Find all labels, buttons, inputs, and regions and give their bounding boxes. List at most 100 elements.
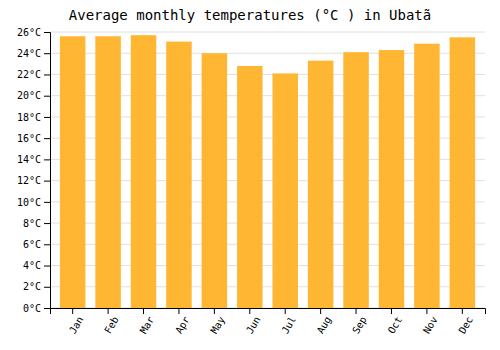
tick-label: May xyxy=(209,314,228,335)
tick: Jan xyxy=(67,308,86,336)
tick-label: Aug xyxy=(315,314,334,335)
tick-label: 18°C xyxy=(17,112,41,123)
tick-mark xyxy=(214,308,215,314)
tick-mark xyxy=(44,32,50,33)
tick-mark xyxy=(44,181,50,182)
tick-label: 16°C xyxy=(17,133,41,144)
tick-mark xyxy=(143,308,144,314)
tick: 14°C xyxy=(17,154,50,165)
tick-mark xyxy=(44,96,50,97)
tick-mark xyxy=(44,117,50,118)
bar xyxy=(414,44,440,308)
chart: 0°C 2°C 4°C 6°C 8°C 10°C 12°C 14°C 16°C 18°C 20°C 2… xyxy=(0,0,500,350)
grid-line xyxy=(50,32,485,33)
tick: 22°C xyxy=(17,69,50,80)
marks xyxy=(60,35,475,308)
tick-mark xyxy=(44,308,50,309)
tick: 20°C xyxy=(17,90,50,101)
tick: 16°C xyxy=(17,133,50,144)
bar xyxy=(308,61,334,308)
tick: 6°C xyxy=(23,239,50,250)
tick: 0°C xyxy=(23,303,50,314)
tick-label: Jan xyxy=(67,314,86,335)
tick-mark xyxy=(44,266,50,267)
bar xyxy=(379,50,405,308)
title: Average monthly temperatures (°C ) in Ub… xyxy=(69,7,431,23)
tick-label: 4°C xyxy=(23,260,41,271)
bar xyxy=(272,73,298,308)
tick: Nov xyxy=(421,308,440,336)
tick-label: Jul xyxy=(279,314,298,335)
tick-label: 12°C xyxy=(17,175,41,186)
tick-mark xyxy=(44,159,50,160)
tick: Jun xyxy=(244,308,263,336)
tick-mark xyxy=(320,308,321,314)
tick: 24°C xyxy=(17,48,50,59)
bar xyxy=(60,36,86,308)
tick: Oct xyxy=(386,308,405,336)
tick: 4°C xyxy=(23,260,50,271)
axis-line xyxy=(51,309,486,315)
tick-label: 0°C xyxy=(23,303,41,314)
tick: 2°C xyxy=(23,281,50,292)
axis-line xyxy=(44,33,51,309)
bar xyxy=(131,35,157,308)
tick-label: Dec xyxy=(456,314,475,335)
tick-mark xyxy=(72,308,73,314)
tick-label: 26°C xyxy=(17,27,41,38)
tick-mark xyxy=(44,202,50,203)
tick: May xyxy=(209,308,228,336)
tick-label: Mar xyxy=(138,314,157,335)
tick-mark xyxy=(356,308,357,314)
tick: 18°C xyxy=(17,112,50,123)
tick: 10°C xyxy=(17,197,50,208)
bar xyxy=(202,53,228,308)
tick-mark xyxy=(285,308,286,314)
tick-label: 24°C xyxy=(17,48,41,59)
bar xyxy=(450,37,476,308)
tick-mark xyxy=(462,308,463,314)
bar xyxy=(343,52,369,308)
tick: Jul xyxy=(279,308,298,336)
tick-label: 6°C xyxy=(23,239,41,250)
grid xyxy=(50,32,485,308)
tick-mark xyxy=(108,308,109,314)
tick-mark xyxy=(426,308,427,314)
tick: Dec xyxy=(456,308,475,336)
y-axis: 0°C 2°C 4°C 6°C 8°C 10°C 12°C 14°C 16°C 18°C 20°C 2… xyxy=(17,27,51,314)
bar xyxy=(237,66,263,308)
tick: Apr xyxy=(173,308,192,336)
tick-mark xyxy=(44,223,50,224)
tick-mark xyxy=(44,53,50,54)
tick-label: 8°C xyxy=(23,218,41,229)
plot: 0°C 2°C 4°C 6°C 8°C 10°C 12°C 14°C 16°C 18°C 20°C 2… xyxy=(17,27,486,336)
tick: 8°C xyxy=(23,218,50,229)
tick-label: Nov xyxy=(421,314,440,335)
tick-mark xyxy=(44,244,50,245)
tick-mark xyxy=(44,74,50,75)
tick-label: 10°C xyxy=(17,197,41,208)
tick-label: 14°C xyxy=(17,154,41,165)
tick: Sep xyxy=(350,308,369,336)
x-axis: Jan Feb Mar Apr May Jun Jul Aug Sep Oct Nov Dec xyxy=(51,308,486,336)
tick: 26°C xyxy=(17,27,50,38)
tick: Feb xyxy=(102,308,121,336)
bar xyxy=(95,36,121,308)
tick-mark xyxy=(44,287,50,288)
tick-mark xyxy=(178,308,179,314)
tick-label: 2°C xyxy=(23,281,41,292)
tick-label: Oct xyxy=(386,314,405,335)
tick-mark xyxy=(44,138,50,139)
tick-mark xyxy=(391,308,392,314)
tick-label: Jun xyxy=(244,314,263,335)
tick: 12°C xyxy=(17,175,50,186)
tick-label: 22°C xyxy=(17,69,41,80)
tick-mark xyxy=(249,308,250,314)
tick-label: Apr xyxy=(173,314,192,335)
tick-label: 20°C xyxy=(17,90,41,101)
tick-label: Sep xyxy=(350,314,369,335)
tick: Mar xyxy=(138,308,157,336)
bar xyxy=(166,42,192,308)
tick: Aug xyxy=(315,308,334,336)
tick-label: Feb xyxy=(102,314,121,335)
